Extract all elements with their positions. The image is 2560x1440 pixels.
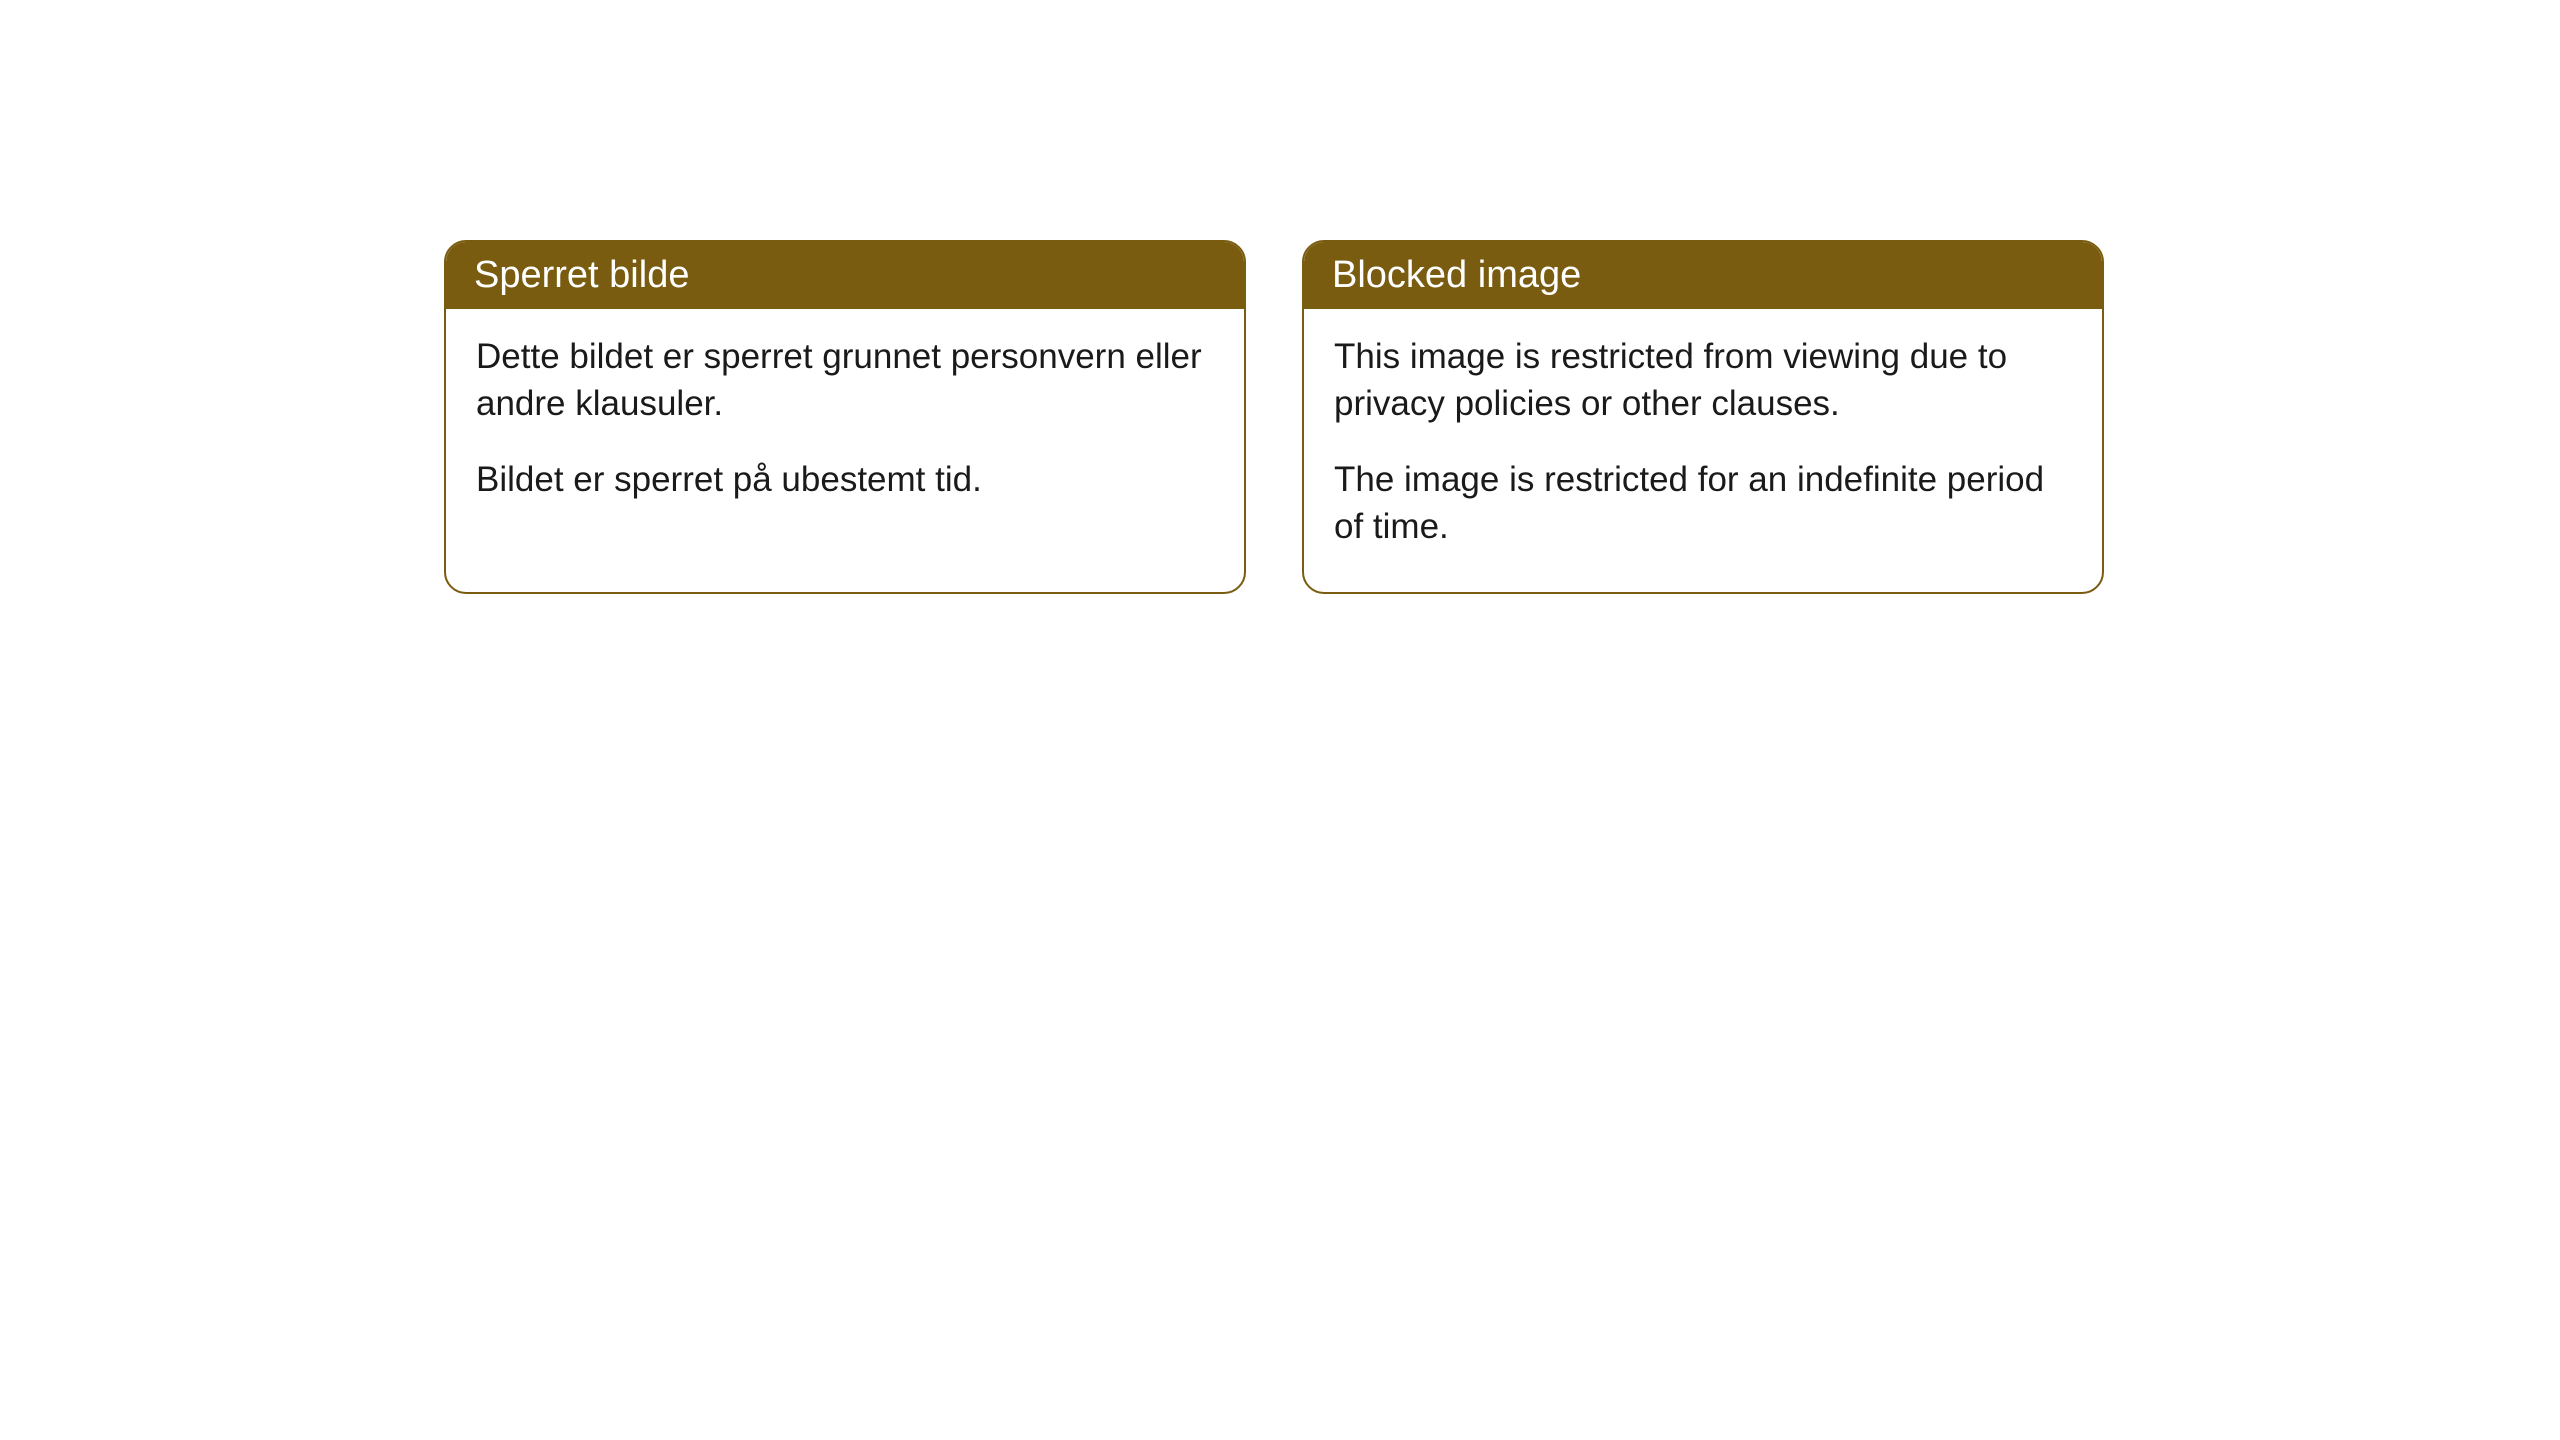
card-norwegian: Sperret bilde Dette bildet er sperret gr… [444,240,1246,594]
card-body-english: This image is restricted from viewing du… [1304,309,2102,592]
card-paragraph: This image is restricted from viewing du… [1334,333,2072,428]
cards-container: Sperret bilde Dette bildet er sperret gr… [444,240,2560,594]
card-header-english: Blocked image [1304,242,2102,309]
card-paragraph: The image is restricted for an indefinit… [1334,456,2072,551]
card-body-norwegian: Dette bildet er sperret grunnet personve… [446,309,1244,545]
card-title: Sperret bilde [474,254,689,296]
card-header-norwegian: Sperret bilde [446,242,1244,309]
card-paragraph: Dette bildet er sperret grunnet personve… [476,333,1214,428]
card-paragraph: Bildet er sperret på ubestemt tid. [476,456,1214,503]
card-title: Blocked image [1332,254,1581,296]
card-english: Blocked image This image is restricted f… [1302,240,2104,594]
